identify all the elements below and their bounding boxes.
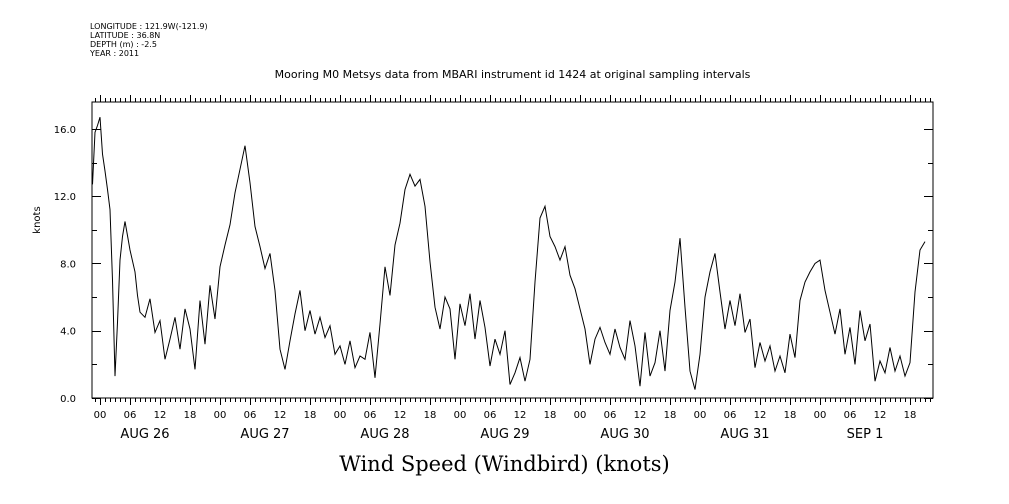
x-tick-label: 18: [424, 410, 437, 421]
x-day-label: AUG 30: [600, 427, 649, 442]
longitude-text: LONGITUDE : 121.9W(-121.9): [90, 22, 208, 31]
y-tick-label: 4.0: [60, 327, 76, 338]
x-tick-label: 12: [274, 410, 287, 421]
year-text: YEAR : 2011: [90, 49, 140, 58]
plot-frame: [91, 101, 934, 399]
y-tick-label: 16.0: [54, 125, 76, 136]
x-tick-label: 18: [184, 410, 197, 421]
x-tick-label: 06: [364, 410, 377, 421]
x-axis-caption: Wind Speed (Windbird) (knots): [339, 452, 670, 476]
x-tick-label: 00: [694, 410, 707, 421]
metadata-block: LONGITUDE : 121.9W(-121.9) LATITUDE : 36…: [90, 22, 208, 58]
y-ticks: [92, 129, 933, 399]
chart-title: Mooring M0 Metsys data from MBARI instru…: [274, 68, 751, 81]
x-day-label: AUG 29: [480, 427, 529, 442]
x-tick-label: 06: [844, 410, 857, 421]
y-tick-label: 12.0: [54, 192, 76, 203]
x-day-label: AUG 27: [240, 427, 289, 442]
x-tick-label: 18: [784, 410, 797, 421]
x-tick-label: 12: [394, 410, 407, 421]
y-tick-label: 8.0: [60, 259, 76, 270]
wind-speed-series-line: [92, 116, 926, 390]
x-tick-label: 12: [634, 410, 647, 421]
x-tick-label: 12: [154, 410, 167, 421]
x-tick-label: 00: [214, 410, 227, 421]
x-tick-label: 00: [814, 410, 827, 421]
x-tick-label: 12: [874, 410, 887, 421]
y-tick-label: 0.0: [60, 394, 76, 405]
x-tick-label: 00: [574, 410, 587, 421]
x-tick-label: 06: [124, 410, 137, 421]
x-tick-label: 18: [544, 410, 557, 421]
x-day-label: AUG 26: [120, 427, 169, 442]
x-tick-label: 12: [514, 410, 527, 421]
x-tick-label: 00: [454, 410, 467, 421]
x-tick-label: 06: [604, 410, 617, 421]
x-tick-label: 06: [244, 410, 257, 421]
x-tick-label: 18: [904, 410, 917, 421]
x-day-label: SEP 1: [847, 427, 884, 442]
depth-text: DEPTH (m) : -2.5: [90, 40, 157, 49]
x-tick-label: 06: [724, 410, 737, 421]
x-day-label: AUG 31: [720, 427, 769, 442]
latitude-text: LATITUDE : 36.8N: [90, 31, 161, 40]
x-tick-label: 18: [304, 410, 317, 421]
x-day-label: AUG 28: [360, 427, 409, 442]
x-tick-label: 00: [334, 410, 347, 421]
y-axis-label: knots: [32, 206, 43, 233]
x-tick-label: 18: [664, 410, 677, 421]
x-tick-label: 00: [94, 410, 107, 421]
hour-minor-ticks: [95, 95, 931, 405]
x-tick-label: 06: [484, 410, 497, 421]
x-tick-label: 12: [754, 410, 767, 421]
